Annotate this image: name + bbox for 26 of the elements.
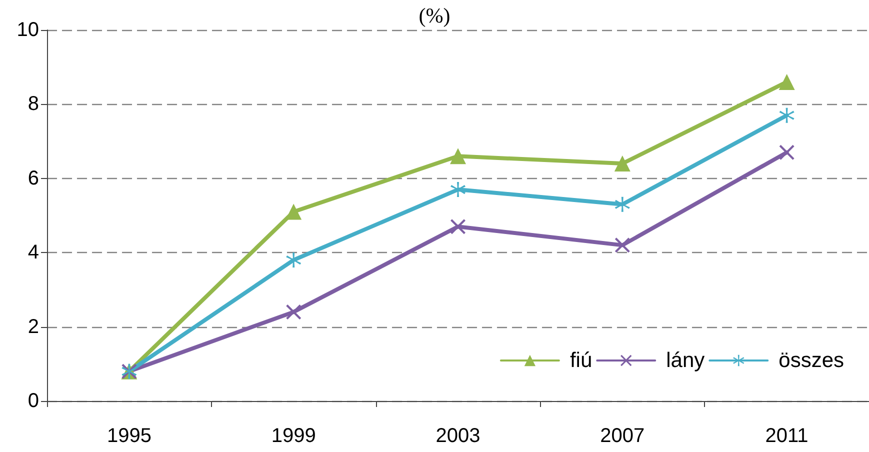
x-tick-label: 1995 — [106, 425, 152, 447]
point — [614, 238, 630, 253]
point — [778, 74, 795, 90]
point — [450, 148, 466, 164]
y-tick-label: 6 — [28, 167, 39, 190]
y-tick-label: 2 — [28, 316, 39, 338]
point — [450, 182, 466, 198]
point — [286, 304, 302, 320]
x-tick-label: 2007 — [600, 425, 645, 447]
legend-label: fiú — [570, 349, 592, 372]
chart-title: (%) — [418, 4, 450, 28]
point — [286, 252, 302, 268]
point — [779, 108, 794, 123]
y-tick-label: 0 — [28, 390, 39, 412]
legend-label: lány — [666, 349, 706, 372]
y-tick-label: 8 — [28, 93, 39, 116]
point — [450, 219, 466, 234]
point — [614, 156, 630, 172]
y-tick-label: 4 — [28, 242, 39, 264]
point — [614, 196, 630, 212]
x-tick-label: 2011 — [765, 425, 808, 447]
legend-label: összes — [778, 349, 844, 372]
point — [779, 144, 794, 160]
x-tick-label: 1999 — [271, 425, 316, 447]
y-tick-label: 10 — [16, 19, 39, 41]
x-tick-label: 2003 — [436, 425, 480, 447]
